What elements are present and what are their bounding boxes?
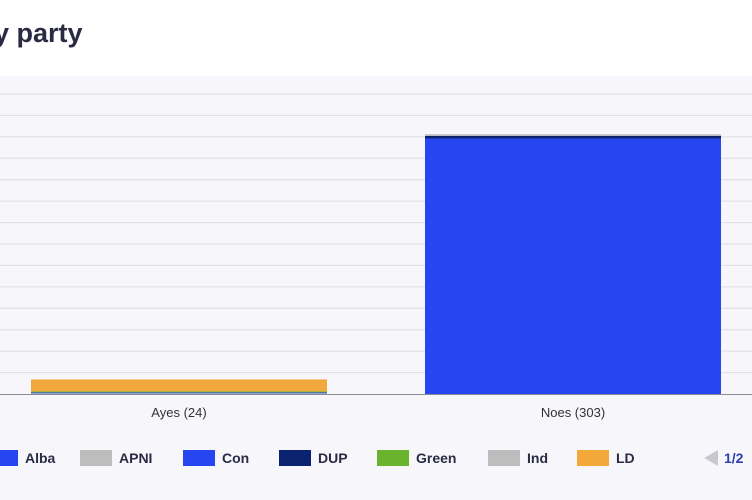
legend-label-green: Green [416,450,457,466]
legend-item-apni[interactable]: APNI [80,447,152,469]
legend-item-green[interactable]: Green [377,447,456,469]
bar-segment-ld-ayes[interactable] [31,379,327,392]
bar-segment-con-noes[interactable] [425,138,721,394]
pager-page-indicator: 1/2 [724,450,744,466]
legend-label-dup: DUP [318,450,348,466]
bar-segment-dup-noes[interactable] [425,136,721,139]
legend: Alba APNI Con DUP Green Ind LD [0,447,752,469]
x-tick-label: Noes (303) [541,405,605,420]
legend-item-con[interactable]: Con [183,447,249,469]
x-tick-label: Ayes (24) [151,405,206,420]
bar-segment-green-ayes[interactable] [31,391,327,393]
legend-label-con: Con [222,450,250,466]
bar-segment-ind-noes[interactable] [425,134,721,136]
bar-segment-con-ayes[interactable] [31,392,327,394]
legend-label-ind: Ind [527,450,548,466]
legend-swatch-green [377,450,409,466]
legend-pager: 1/2 [704,447,743,469]
legend-swatch-ld [577,450,609,466]
legend-item-ind[interactable]: Ind [488,447,548,469]
legend-item-ld[interactable]: LD [577,447,635,469]
legend-swatch-alba [0,450,18,466]
legend-swatch-dup [279,450,311,466]
legend-item-alba[interactable]: Alba [0,447,55,469]
legend-swatch-con [183,450,215,466]
legend-item-dup[interactable]: DUP [279,447,348,469]
pager-prev-arrow-icon[interactable] [704,450,718,466]
chart-title: y party [0,18,83,48]
legend-swatch-apni [80,450,112,466]
legend-swatch-ind [488,450,520,466]
bar-segment-apni-ayes[interactable] [31,393,327,395]
legend-label-ld: LD [616,450,635,466]
bar-chart: Ayes (24) Noes (303) [0,93,752,420]
legend-label-alba: Alba [25,450,56,466]
legend-label-apni: APNI [119,450,153,466]
